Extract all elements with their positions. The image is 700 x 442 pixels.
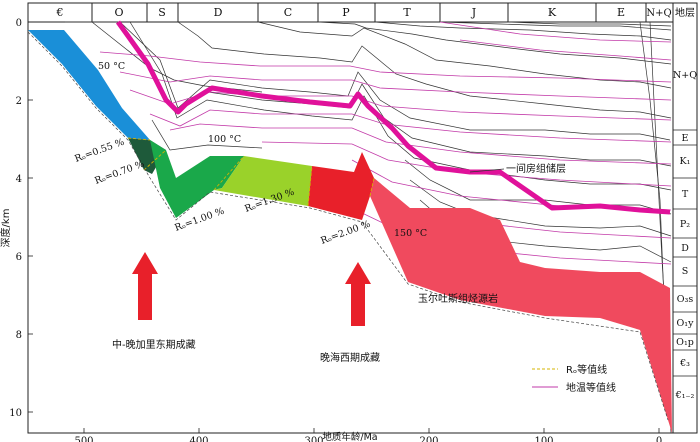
- strat-k1: K₁: [680, 156, 691, 167]
- y-tick-0: 0: [16, 18, 22, 29]
- y-axis: 0 2 4 6 8 10: [9, 18, 33, 419]
- source-rock-base: [27, 31, 669, 421]
- period-carboniferous: C: [284, 6, 292, 19]
- x-tick-100: 100: [534, 436, 553, 442]
- x-tick-200: 200: [419, 436, 438, 442]
- ro-isolines: [127, 137, 375, 207]
- ro-label-2-00: Rₒ=2.00 %: [319, 219, 372, 247]
- source-rock-label: 玉尔吐斯组烃源岩: [418, 292, 498, 305]
- x-tick-500: 500: [74, 436, 93, 442]
- y-tick-4: 4: [16, 174, 22, 185]
- ro-label-0-70: Rₒ=0.70 %: [93, 159, 146, 187]
- isotherm-100-label: 100 °C: [208, 134, 241, 145]
- strat-column-frame: [672, 2, 698, 434]
- period-labels: € O S D C P T J K E N+Q 地层: [56, 6, 696, 19]
- period-ordovician: O: [114, 6, 123, 19]
- stage2-label: 晚海西期成藏: [320, 351, 380, 364]
- reservoir-burial-path: [115, 20, 671, 215]
- burial-lines: [65, 21, 672, 434]
- strat-o1p: O₁p: [676, 337, 694, 348]
- arrow-hercynian: [345, 262, 371, 326]
- legend: Rₒ等值线 地温等值线: [532, 363, 616, 394]
- strat-s: S: [682, 266, 689, 277]
- strat-o3s: O₃s: [677, 294, 694, 305]
- accumulation-arrows: [132, 252, 371, 326]
- maturity-zones: [28, 30, 672, 433]
- period-header: [27, 2, 674, 23]
- ro-zone-1-00: [150, 140, 244, 218]
- period-paleogene: E: [617, 6, 625, 19]
- strat-p2: P₂: [680, 219, 690, 230]
- isotherm-150-label: 150 °C: [394, 228, 427, 239]
- period-triassic: T: [403, 6, 411, 19]
- y-tick-6: 6: [16, 252, 22, 263]
- ro-label-0-55: Rₒ=0.55 %: [73, 137, 126, 165]
- legend-temp-label: 地温等值线: [566, 381, 616, 394]
- strat-header: 地层: [675, 6, 695, 19]
- ro-zone-1-30: [214, 156, 312, 206]
- strat-o1y: O₁y: [677, 318, 695, 329]
- strat-t: T: [682, 189, 689, 200]
- isotherm-lines: [99, 21, 672, 265]
- isotherm-50-label: 50 °C: [98, 61, 125, 72]
- period-jurassic: J: [471, 6, 476, 19]
- y-tick-10: 10: [9, 408, 22, 419]
- period-silurian: S: [158, 6, 166, 19]
- ro-zone-high: [370, 178, 672, 433]
- period-dividers: [91, 3, 647, 22]
- legend-ro-label: Rₒ等值线: [566, 363, 607, 376]
- period-quaternary: N+Q: [646, 8, 671, 19]
- x-tick-400: 400: [189, 436, 208, 442]
- y-tick-8: 8: [16, 330, 22, 341]
- x-tick-300: 300: [304, 436, 323, 442]
- arrow-caledonian: [132, 252, 158, 320]
- y-axis-label: 深度/km: [0, 209, 12, 248]
- period-cretaceous: K: [548, 6, 557, 19]
- period-devonian: D: [214, 6, 223, 19]
- reservoir-label: 一间房组储层: [506, 162, 566, 175]
- strat-e: E: [682, 133, 689, 144]
- reservoir-leader: [469, 168, 505, 173]
- strat-column: N+Q E K₁ T P₂ D S O₃s O₁y O₁p €₃ €₁₋₂: [673, 70, 697, 401]
- strat-d: D: [681, 243, 689, 254]
- strat-c3: €₃: [679, 358, 690, 369]
- y-tick-2: 2: [16, 96, 22, 107]
- strat-c12: €₁₋₂: [675, 390, 695, 401]
- x-axis: 500 400 300 200 100 0: [74, 428, 662, 442]
- x-tick-0: 0: [656, 436, 662, 442]
- period-cambrian: €: [56, 6, 64, 19]
- x-axis-label: 地质年龄/Ma: [322, 431, 377, 442]
- ro-zone-2-00: [308, 152, 374, 220]
- ro-zone-0-55: [28, 30, 150, 140]
- strat-nq: N+Q: [673, 70, 697, 81]
- stage1-label: 中-晚加里东期成藏: [112, 338, 196, 351]
- period-permian: P: [342, 6, 350, 19]
